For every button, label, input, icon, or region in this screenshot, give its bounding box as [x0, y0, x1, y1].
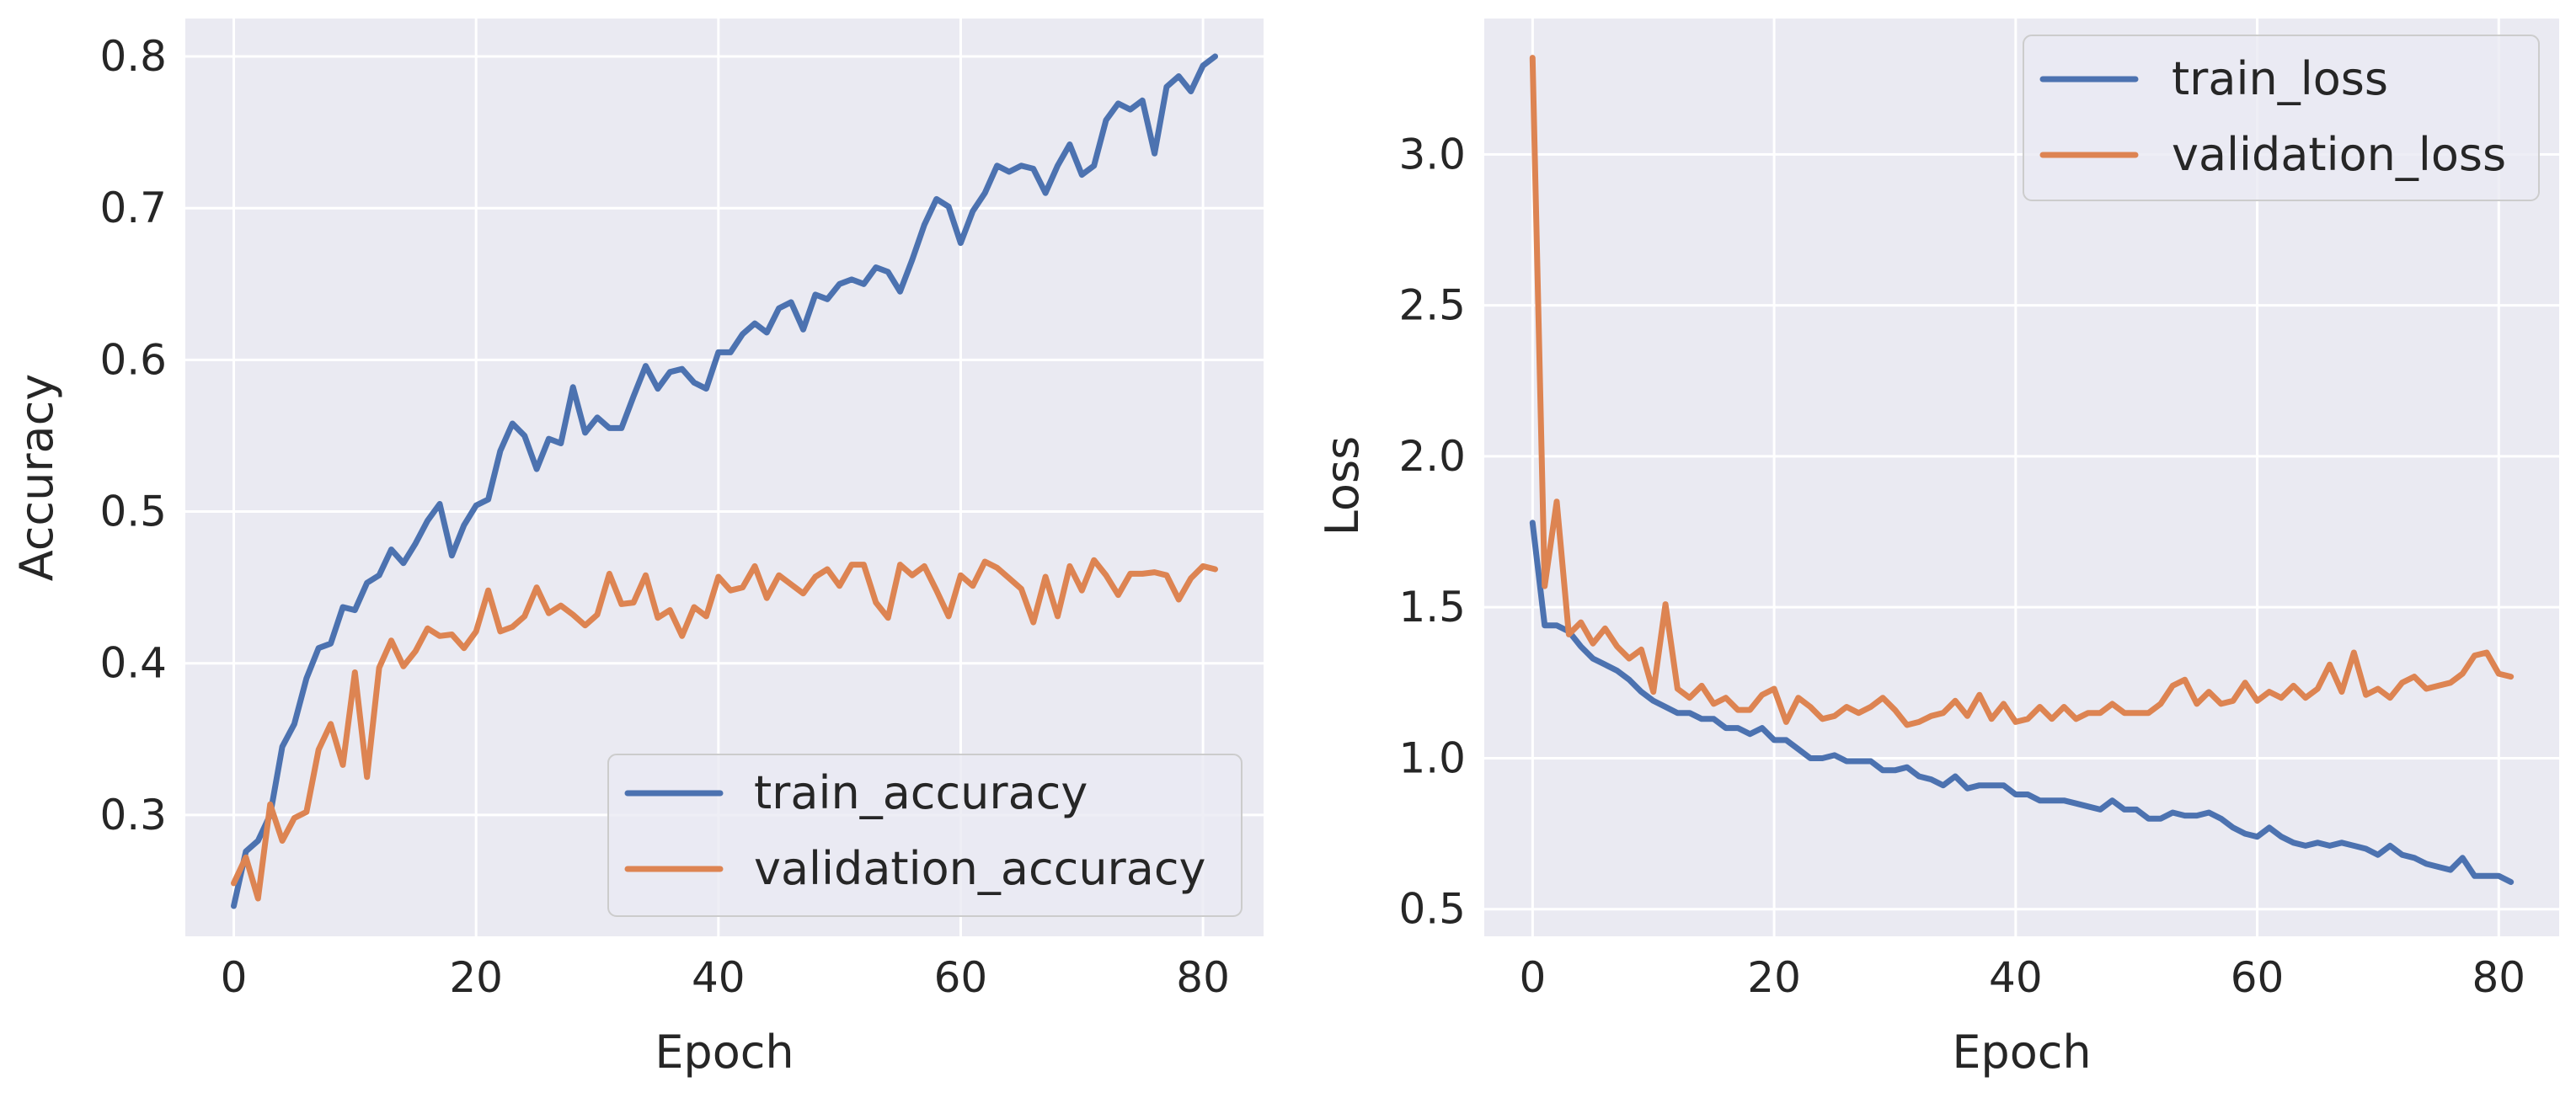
- accuracy-chart: 0 20 40 60 80 0.3 0.4 0.5 0.6 0.7 0.8 Epoch Accur…: [10, 19, 1264, 1079]
- loss-y-tick-label: 0.5: [1398, 885, 1466, 934]
- series-line-validation-accuracy: [231, 557, 1218, 902]
- loss-y-tick-label: 2.5: [1398, 281, 1466, 330]
- legend-label-train-loss: train_loss: [2172, 52, 2388, 105]
- accuracy-x-tick-label: 20: [449, 953, 503, 1002]
- loss-y-tick-label: 3.0: [1398, 130, 1466, 179]
- loss-grid: [1484, 19, 2559, 936]
- loss-x-tick-label: 20: [1747, 953, 1801, 1002]
- loss-series: [1529, 55, 2515, 885]
- accuracy-y-tick-label: 0.4: [99, 639, 167, 688]
- loss-y-axis-label: Loss: [1316, 436, 1369, 536]
- loss-y-tick-label: 2.0: [1398, 432, 1466, 481]
- legend-label-validation-loss: validation_loss: [2172, 128, 2506, 181]
- loss-y-tick-label: 1.5: [1398, 583, 1466, 632]
- loss-x-axis-label: Epoch: [1952, 1026, 2091, 1079]
- accuracy-x-tick-label: 0: [221, 953, 248, 1002]
- accuracy-legend-box: [607, 754, 1243, 917]
- accuracy-grid: [185, 19, 1264, 936]
- accuracy-y-tick-label: 0.8: [99, 32, 167, 81]
- loss-y-ticks: 0.5 1.0 1.5 2.0 2.5 3.0: [1398, 130, 1466, 933]
- accuracy-y-tick-label: 0.5: [99, 488, 167, 536]
- series-line-train-loss: [1529, 520, 2515, 885]
- legend-label-validation-accuracy: validation_accuracy: [754, 842, 1206, 895]
- loss-y-tick-label: 1.0: [1398, 733, 1466, 782]
- accuracy-series: [231, 53, 1218, 909]
- accuracy-x-axis-label: Epoch: [655, 1026, 794, 1079]
- accuracy-y-tick-label: 0.6: [99, 335, 167, 384]
- loss-x-tick-label: 40: [1989, 953, 2043, 1002]
- accuracy-y-tick-label: 0.3: [99, 791, 167, 839]
- loss-legend-box: [2023, 35, 2540, 201]
- legend-label-train-accuracy: train_accuracy: [754, 766, 1088, 819]
- accuracy-x-ticks: 0 20 40 60 80: [221, 953, 1230, 1002]
- loss-x-tick-label: 80: [2472, 953, 2526, 1002]
- accuracy-y-axis-label: Accuracy: [10, 374, 63, 582]
- accuracy-x-tick-label: 60: [934, 953, 988, 1002]
- accuracy-y-ticks: 0.3 0.4 0.5 0.6 0.7 0.8: [99, 32, 167, 839]
- series-line-validation-loss: [1529, 55, 2515, 728]
- series-line-train-accuracy: [231, 53, 1218, 909]
- loss-legend: train_loss validation_loss: [2023, 35, 2540, 201]
- loss-x-tick-label: 60: [2231, 953, 2285, 1002]
- accuracy-x-tick-label: 40: [692, 953, 746, 1002]
- loss-x-ticks: 0 20 40 60 80: [1519, 953, 2525, 1002]
- accuracy-legend: train_accuracy validation_accuracy: [607, 754, 1243, 917]
- loss-chart: 0 20 40 60 80 0.51.01.52.02.53.0 Epoch Loss …: [1316, 19, 2559, 1079]
- accuracy-y-tick-label: 0.7: [99, 184, 167, 232]
- loss-x-tick-label: 0: [1519, 953, 1546, 1002]
- accuracy-x-tick-label: 80: [1176, 953, 1230, 1002]
